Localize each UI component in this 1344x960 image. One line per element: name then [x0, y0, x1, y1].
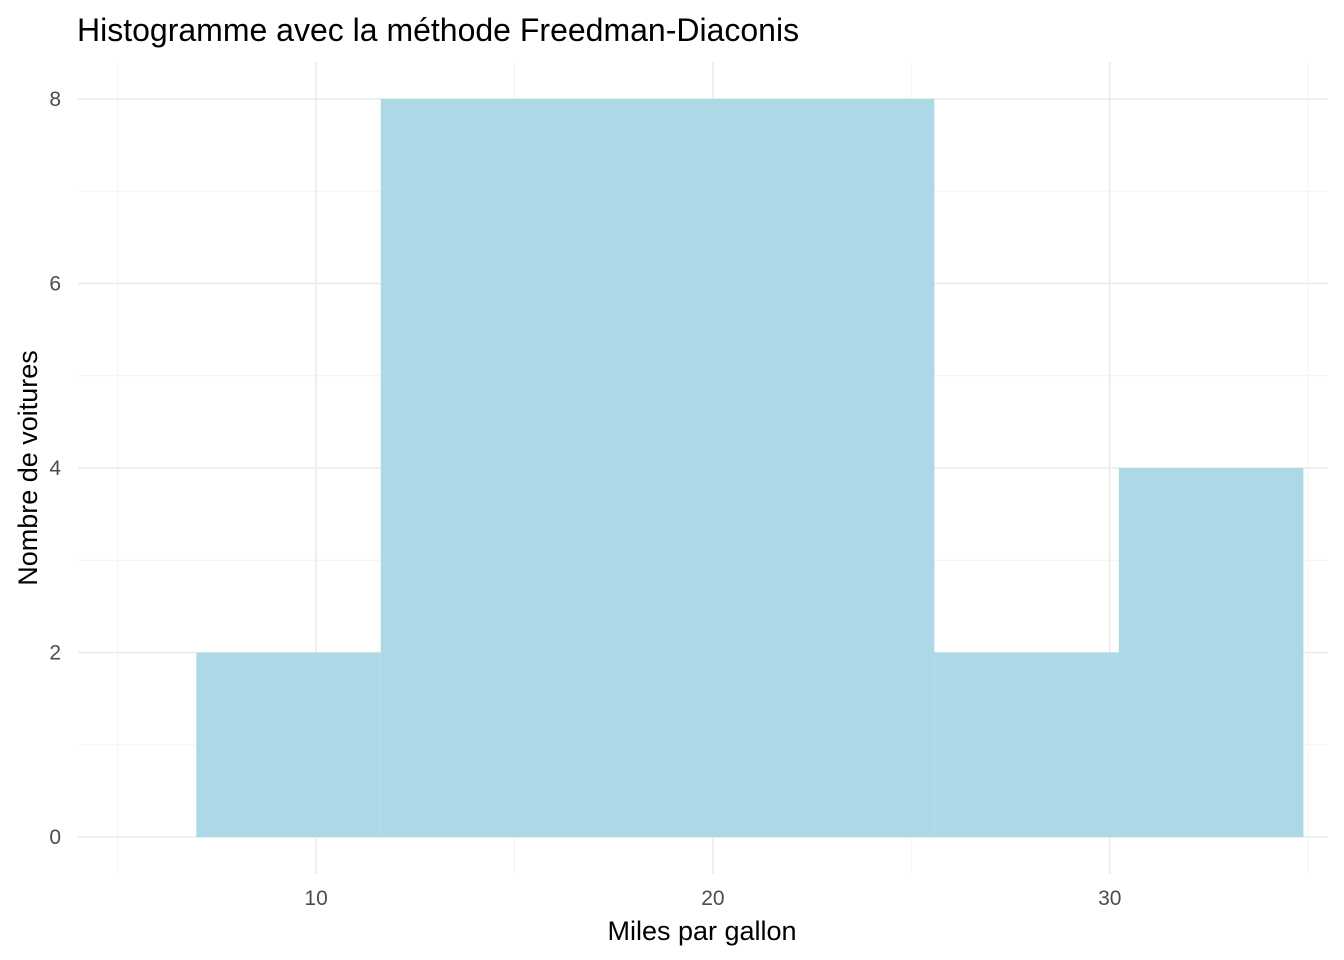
histogram-bar [196, 652, 381, 838]
y-tick-label: 6 [49, 272, 61, 295]
y-tick-label: 8 [49, 88, 61, 111]
x-tick-label: 20 [701, 887, 724, 910]
histogram-bar [934, 652, 1119, 838]
y-tick-label: 4 [49, 457, 61, 480]
y-tick-label: 0 [49, 826, 61, 849]
bars [196, 98, 1304, 838]
y-axis-ticks: 0 2 4 6 8 [49, 88, 61, 849]
x-tick-label: 10 [304, 887, 327, 910]
chart-title: Histogramme avec la méthode Freedman-Dia… [77, 12, 799, 48]
x-tick-label: 30 [1098, 887, 1121, 910]
histogram-bar [1118, 468, 1304, 838]
y-axis-title: Nombre de voitures [13, 350, 43, 586]
x-axis-title: Miles par gallon [607, 916, 796, 946]
y-tick-label: 2 [49, 642, 61, 665]
histogram-bar [380, 98, 935, 838]
x-axis-ticks: 10 20 30 [304, 887, 1121, 910]
